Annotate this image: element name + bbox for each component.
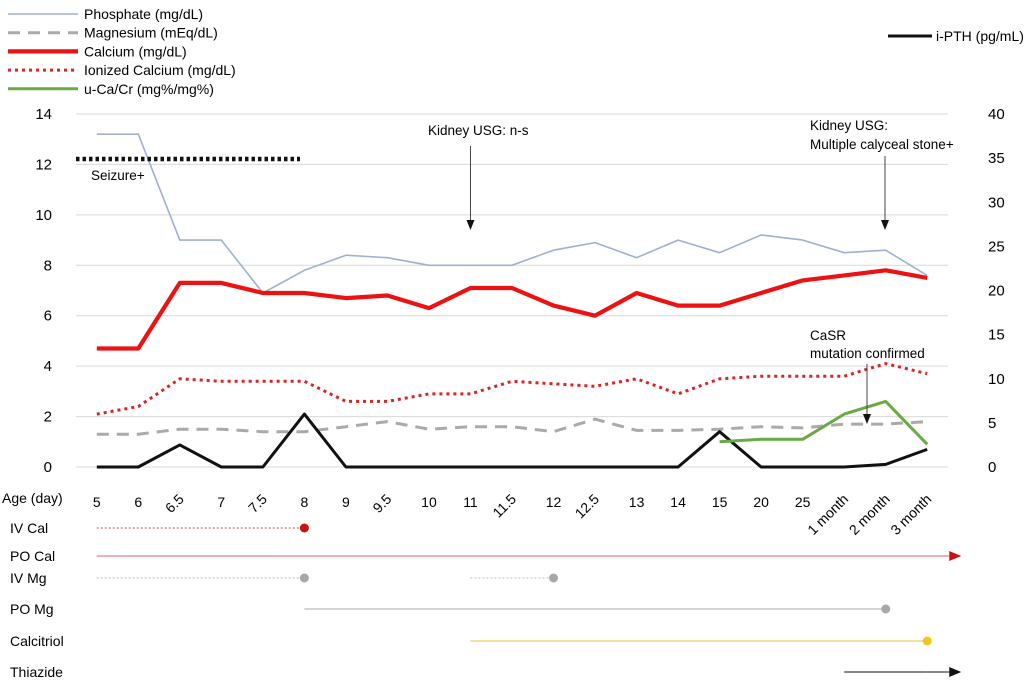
series-line-ionized bbox=[96, 362, 928, 416]
left-tick-label: 12 bbox=[35, 156, 52, 173]
grid-lines bbox=[76, 113, 948, 468]
x-tick-label: 9.5 bbox=[369, 491, 394, 516]
x-tick-label: 12 bbox=[546, 494, 562, 510]
left-tick-label: 4 bbox=[44, 358, 52, 375]
x-tick-label: 10 bbox=[421, 494, 437, 510]
annotation-arrow-head bbox=[863, 414, 871, 424]
right-tick-label: 0 bbox=[988, 459, 996, 476]
x-tick-label: 15 bbox=[712, 494, 728, 510]
treatment-end-dot bbox=[922, 636, 932, 646]
x-tick-label: 1 month bbox=[804, 491, 851, 538]
x-tick-label: 20 bbox=[753, 494, 769, 510]
treatment-label: Calcitriol bbox=[10, 633, 64, 649]
right-tick-label: 20 bbox=[988, 283, 1005, 300]
annotation-casr-line1: CaSR bbox=[810, 328, 846, 343]
left-tick-label: 2 bbox=[44, 409, 52, 426]
x-tick-label: 7.5 bbox=[245, 491, 270, 516]
right-tick-label: 35 bbox=[988, 150, 1005, 167]
x-tick-label: 6.5 bbox=[162, 491, 187, 516]
series-line-phosphate bbox=[96, 133, 928, 294]
right-axis-ticks: 0 5 10 15 20 25 30 35 40 bbox=[988, 106, 1005, 476]
x-tick-label: 9 bbox=[342, 494, 350, 510]
series-line-calcium bbox=[96, 268, 928, 351]
right-tick-label: 40 bbox=[988, 106, 1005, 123]
x-tick-label: 12.5 bbox=[572, 491, 603, 522]
treatment-end-dot bbox=[299, 523, 309, 533]
x-tick-label: 5 bbox=[93, 494, 101, 510]
treatment-end-dot bbox=[299, 573, 309, 583]
annotation-arrow-head bbox=[881, 220, 889, 230]
legend-label: Ionized Calcium (mg/dL) bbox=[84, 62, 236, 78]
x-tick-label: 3 month bbox=[887, 491, 934, 538]
treatment-label: PO Cal bbox=[10, 548, 55, 564]
annotations: Seizure+ Kidney USG: n-s Kidney USG: Multip… bbox=[76, 118, 954, 424]
left-tick-label: 0 bbox=[44, 459, 52, 476]
legend-label: i-PTH (pg/mL) bbox=[936, 28, 1024, 44]
x-axis-label: Age (day) bbox=[2, 490, 63, 506]
x-tick-label: 13 bbox=[629, 494, 645, 510]
annotation-seizure: Seizure+ bbox=[91, 168, 145, 183]
left-tick-label: 8 bbox=[44, 257, 52, 274]
x-tick-label: 2 month bbox=[846, 491, 893, 538]
annotation-kidney-usg-normal: Kidney USG: n-s bbox=[428, 123, 529, 138]
x-tick-label: 6 bbox=[134, 494, 142, 510]
annotation-arrow-head bbox=[466, 220, 475, 230]
legend-label: Magnesium (mEq/dL) bbox=[84, 25, 218, 41]
right-tick-label: 5 bbox=[988, 415, 996, 432]
series-line-i-pth bbox=[96, 412, 928, 469]
legend: Phosphate (mg/dL) Magnesium (mEq/dL) Calci… bbox=[8, 6, 1024, 97]
left-tick-label: 10 bbox=[35, 207, 52, 224]
x-tick-label: 25 bbox=[795, 494, 811, 510]
treatment-label: PO Mg bbox=[10, 601, 54, 617]
treatment-end-dot bbox=[549, 573, 559, 583]
x-tick-label: 14 bbox=[670, 494, 686, 510]
left-axis-ticks: 0 2 4 6 8 10 12 14 bbox=[35, 106, 52, 476]
series-line-u-cacr bbox=[719, 399, 929, 446]
right-tick-label: 10 bbox=[988, 371, 1005, 388]
annotation-kidney-usg-stones-line2: Multiple calyceal stone+ bbox=[810, 137, 954, 152]
series-lines bbox=[96, 133, 929, 469]
treatment-timeline: IV Cal PO Cal IV Mg PO Mg Calcitriol Thiazide bbox=[10, 520, 962, 680]
right-tick-label: 15 bbox=[988, 327, 1005, 344]
x-tick-label: 11 bbox=[463, 494, 478, 510]
left-tick-label: 6 bbox=[44, 308, 52, 325]
treatment-label: IV Cal bbox=[10, 520, 48, 536]
x-tick-label: 11.5 bbox=[489, 491, 519, 521]
legend-label: Calcium (mg/dL) bbox=[84, 43, 187, 59]
x-tick-label: 7 bbox=[217, 494, 225, 510]
annotation-casr-line2: mutation confirmed bbox=[810, 346, 925, 361]
x-axis-ticks: 5 6 6.5 7 7.5 8 9 9.5 10 11 11.5 12 12.5 13 14 15 20 251 … bbox=[93, 491, 934, 538]
treatment-label: Thiazide bbox=[10, 664, 63, 680]
treatment-label: IV Mg bbox=[10, 570, 47, 586]
right-tick-label: 30 bbox=[988, 194, 1005, 211]
treatment-arrow-head bbox=[949, 551, 962, 561]
annotation-kidney-usg-stones-line1: Kidney USG: bbox=[810, 118, 888, 133]
legend-label: Phosphate (mg/dL) bbox=[84, 6, 203, 22]
treatment-end-dot bbox=[881, 604, 891, 614]
right-tick-label: 25 bbox=[988, 238, 1005, 255]
treatment-arrow-head bbox=[949, 667, 962, 677]
x-tick-label: 8 bbox=[300, 494, 308, 510]
left-tick-label: 14 bbox=[35, 106, 52, 123]
series-line-magnesium bbox=[96, 417, 928, 436]
legend-label: u-Ca/Cr (mg%/mg%) bbox=[84, 81, 214, 97]
